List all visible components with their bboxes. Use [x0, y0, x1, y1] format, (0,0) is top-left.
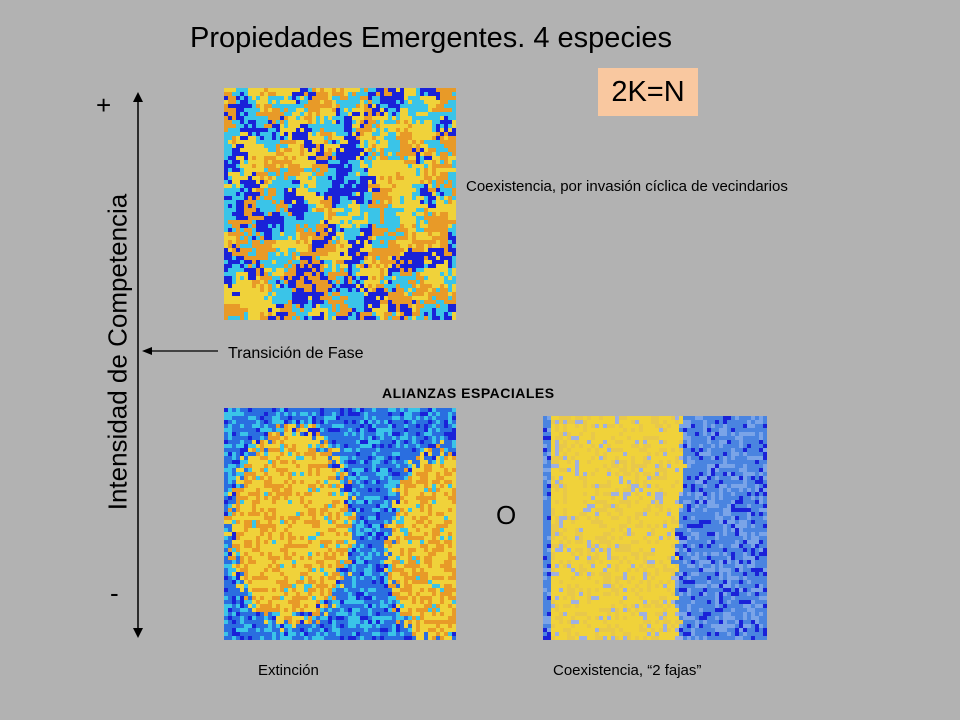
competence-axis-arrow — [133, 92, 143, 638]
cyclic-coexistence-caption: Coexistencia, por invasión cíclica de ve… — [466, 178, 788, 195]
axis-plus-marker: + — [96, 90, 112, 120]
two-bands-caption: Coexistencia, “2 fajas” — [553, 662, 702, 679]
or-label: O — [496, 500, 517, 530]
transition-arrow — [142, 347, 218, 355]
extinction-caption: Extinción — [258, 662, 319, 679]
axis-label: Intensidad de Competencia — [102, 193, 133, 511]
ratio-badge: 2K=N — [598, 68, 698, 116]
phase-transition-label: Transición de Fase — [228, 345, 364, 362]
axis-minus-marker: - — [110, 578, 119, 608]
slide-title: Propiedades Emergentes. 4 especies — [190, 22, 673, 54]
two-bands-panel — [543, 416, 767, 640]
spatial-alliances-heading: ALIANZAS ESPACIALES — [382, 385, 555, 401]
coexistence-cyclic-panel — [224, 88, 456, 320]
extinction-panel — [224, 408, 456, 640]
